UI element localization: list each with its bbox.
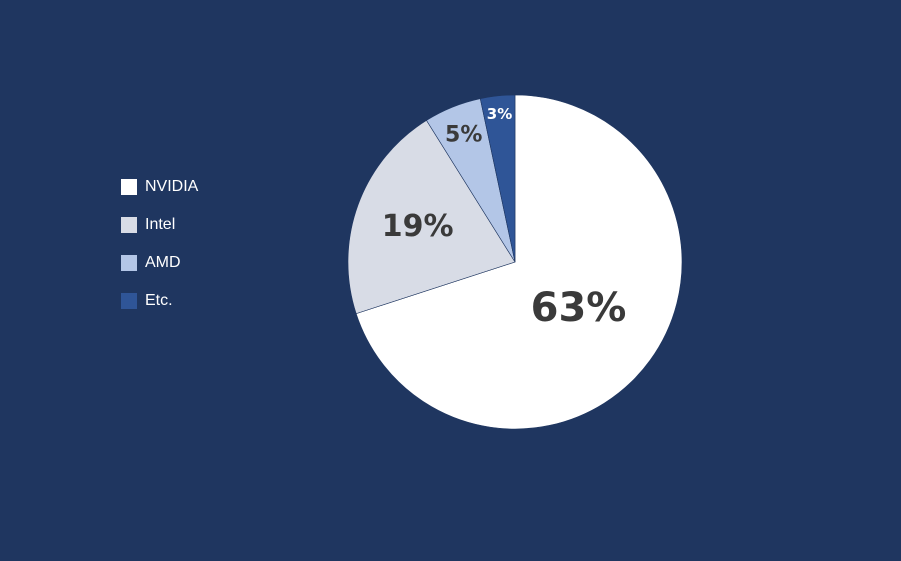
legend-swatch-nvidia xyxy=(121,179,137,195)
pie-slice-nvidia xyxy=(355,94,683,430)
legend-item-etc: Etc. xyxy=(121,292,198,310)
pie-slice-intel xyxy=(347,119,516,314)
legend-label-intel: Intel xyxy=(145,216,176,233)
chart-legend: NVIDIA Intel AMD Etc. xyxy=(121,178,198,310)
legend-item-amd: AMD xyxy=(121,254,198,272)
pie-slice-etc xyxy=(479,94,516,263)
legend-label-amd: AMD xyxy=(145,254,181,271)
legend-label-nvidia: NVIDIA xyxy=(145,178,199,195)
pie-label-etc: 3% xyxy=(487,105,512,123)
legend-swatch-intel xyxy=(121,217,137,233)
legend-label-etc: Etc. xyxy=(145,292,173,309)
legend-swatch-amd xyxy=(121,255,137,271)
legend-item-intel: Intel xyxy=(121,216,198,234)
pie-label-intel: 19% xyxy=(382,209,454,244)
legend-swatch-etc xyxy=(121,293,137,309)
legend-item-nvidia: NVIDIA xyxy=(121,178,198,196)
pie-label-nvidia: 63% xyxy=(531,285,627,331)
pie-label-amd: 5% xyxy=(445,123,482,148)
